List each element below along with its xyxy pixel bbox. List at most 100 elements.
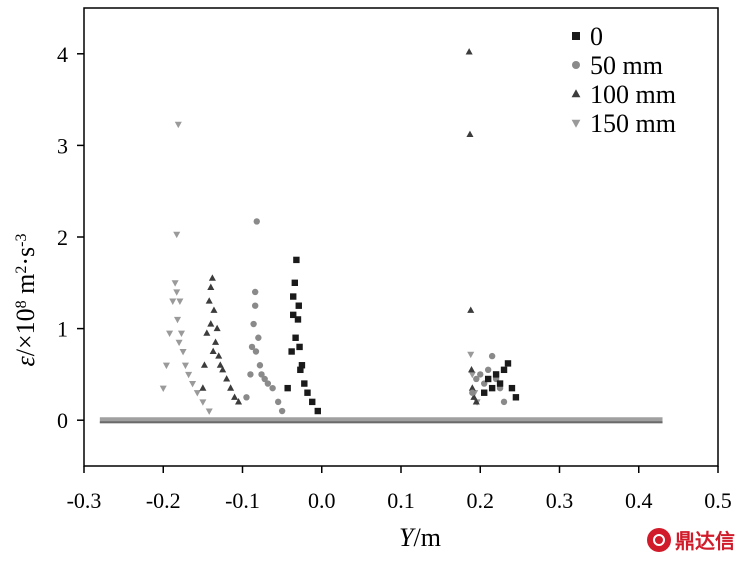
data-point [297,366,304,374]
data-point [210,306,218,313]
data-point [290,293,297,300]
data-point [252,348,260,355]
data-point [243,394,250,401]
legend-marker [572,32,580,40]
y-tick-label: 2 [57,225,68,250]
data-point [496,380,504,387]
data-point [251,288,259,296]
data-point [179,348,187,356]
data-point [467,351,475,359]
x-tick-label: 0.4 [625,488,653,513]
data-point [258,371,265,378]
data-point [171,280,179,287]
data-point [173,316,182,324]
data-point [193,390,201,397]
legend-marker [571,89,581,98]
data-point [251,302,259,309]
data-point [304,389,311,396]
data-point [469,389,476,396]
data-point [199,399,207,406]
data-point [269,384,276,392]
data-point [264,380,272,387]
data-point [470,393,478,400]
data-point [284,384,291,392]
data-point [492,371,500,378]
legend-label: 50 mm [590,51,663,80]
data-point [477,371,484,378]
x-tick-label: 0.3 [546,488,574,513]
data-point [185,371,193,379]
data-point [484,375,492,383]
data-point [288,348,295,355]
data-point [255,334,262,341]
data-point [174,121,182,129]
legend-label: 100 mm [590,80,676,109]
x-tick-label: -0.1 [225,488,260,513]
data-point [278,407,286,415]
data-points [159,48,520,415]
data-point [199,384,207,391]
y-tick-label: 1 [57,317,68,342]
y-tick-label: 4 [57,42,68,67]
data-point [468,365,476,373]
data-point [207,320,215,327]
data-point [500,398,508,406]
data-point [175,339,183,347]
data-point [231,393,239,400]
data-point [209,347,217,355]
data-point [212,338,220,345]
series-0 [284,256,520,415]
y-tick-label: 3 [57,133,68,158]
data-point [169,298,177,305]
data-point [301,380,308,387]
data-point [309,398,316,406]
data-point [216,361,224,368]
data-point [465,48,473,55]
data-point [177,330,185,338]
y-axis: 0 1 2 3 4 [57,42,84,433]
data-point [294,316,302,323]
legend-marker [572,61,580,69]
data-point [295,302,302,309]
data-point [205,408,213,415]
data-point [292,334,299,341]
data-point [481,389,488,396]
y-axis-label: ε/×108 m2·s-3 [11,234,40,367]
data-point [235,398,243,405]
data-point [166,330,174,338]
data-point [290,311,297,319]
data-point [274,398,282,406]
data-point [173,289,181,296]
data-point [248,343,256,351]
data-point [173,231,181,239]
x-tick-label: -0.3 [67,488,102,513]
data-point [473,375,480,383]
baseline-band [99,417,663,424]
data-point [247,371,254,378]
logo-seal-icon [647,527,671,552]
x-tick-label: 0.0 [308,488,336,513]
data-point [500,366,508,374]
data-point [466,130,474,137]
data-point [512,394,520,401]
data-point [468,371,476,379]
legend-label: 0 [590,22,603,51]
x-tick-label: 0.1 [387,488,415,513]
x-tick-label: -0.2 [146,488,181,513]
data-point [159,385,167,392]
data-point [203,329,211,336]
data-point [256,362,264,369]
data-point [484,366,492,374]
series-50-mm [243,218,508,415]
data-point [181,362,189,370]
data-point [296,343,303,351]
data-point [504,360,512,367]
series-100-mm [199,48,480,405]
data-point [472,398,480,405]
data-point [508,384,516,392]
data-point [298,362,306,369]
legend-label: 150 mm [590,109,676,138]
data-point [261,375,268,383]
data-point [176,298,184,305]
